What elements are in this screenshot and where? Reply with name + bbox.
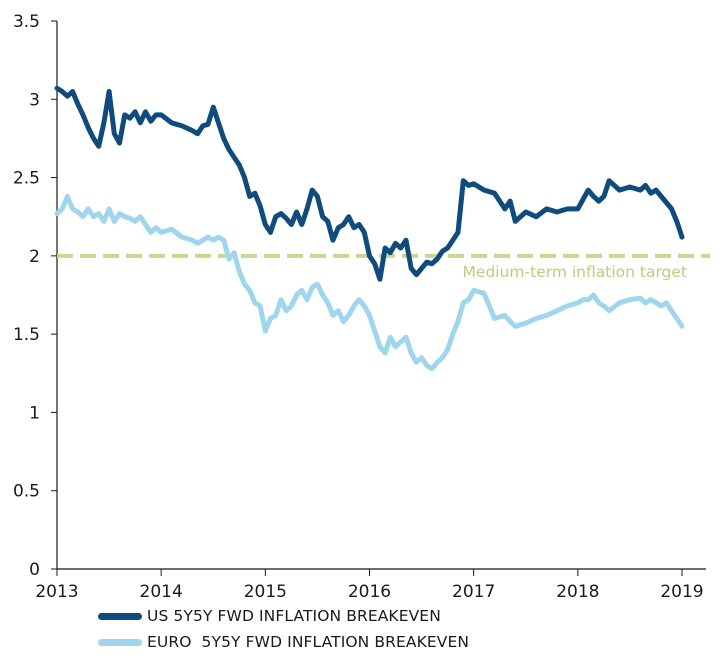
legend-swatch-us [98,612,142,620]
target-reference-label: Medium-term inflation target [463,263,687,281]
y-tick-label: 1.5 [13,325,40,345]
legend-label-euro: EURO 5Y5Y FWD INFLATION BREAKEVEN [147,633,470,651]
x-tick-label: 2013 [35,582,78,602]
y-tick-label: 2.5 [13,169,40,189]
x-axis-ticks: 2013 2014 2015 2016 2017 2018 2019 [35,569,704,602]
y-tick-label: 2 [29,247,40,267]
y-tick-label: 1 [29,403,40,423]
legend-item-us: US 5Y5Y FWD INFLATION BREAKEVEN [98,603,469,629]
series-line-euro [54,193,685,372]
y-tick-label: 0.5 [13,482,40,502]
y-tick-label: 3.5 [13,12,40,32]
y-axis-ticks: 0 0.5 1 1.5 2 2.5 3 3.5 [13,12,57,580]
y-tick-label: 3 [29,90,40,110]
x-tick-label: 2019 [660,582,703,602]
legend: US 5Y5Y FWD INFLATION BREAKEVEN EURO 5Y5… [98,603,469,655]
legend-label-us: US 5Y5Y FWD INFLATION BREAKEVEN [147,607,441,625]
series-layer [54,85,685,372]
y-tick-label: 0 [29,560,40,580]
x-tick-label: 2018 [556,582,599,602]
x-tick-label: 2014 [140,582,183,602]
series-line-us [54,85,685,282]
x-tick-label: 2017 [452,582,495,602]
legend-swatch-euro [98,638,142,646]
legend-item-euro: EURO 5Y5Y FWD INFLATION BREAKEVEN [98,629,469,655]
x-tick-label: 2015 [244,582,287,602]
x-tick-label: 2016 [348,582,391,602]
